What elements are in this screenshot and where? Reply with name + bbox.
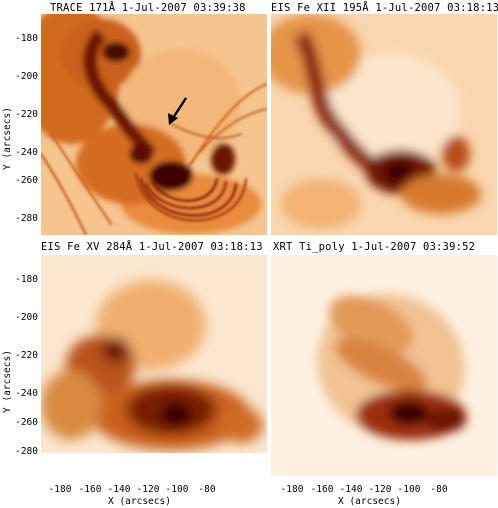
y-tick-label: -200 (15, 312, 38, 323)
y-tick-label: -200 (15, 71, 38, 82)
x-tick-label: -140 (339, 484, 363, 495)
y-tick-label: -260 (15, 175, 38, 186)
panel-title-trace: TRACE 171Å 1-Jul-2007 03:39:38 (50, 2, 246, 14)
x-tick-label: -180 (48, 484, 72, 495)
x-tick-label: -100 (165, 484, 189, 495)
y-tick-label: -240 (15, 147, 38, 158)
x-axis-title-right: X (arcsecs) (338, 496, 401, 507)
y-tick-label: -280 (15, 446, 38, 457)
y-tick-label: -260 (15, 417, 38, 428)
image-panel-eis-195 (271, 14, 497, 235)
y-tick-label: -180 (15, 274, 38, 285)
y-tick-label: -280 (15, 213, 38, 224)
x-tick-label: -120 (136, 484, 160, 495)
arrow-icon (168, 97, 188, 125)
y-tick-label: -180 (15, 33, 38, 44)
panel-title-eis-284: EIS Fe XV 284Å 1-Jul-2007 03:18:13 (41, 241, 263, 253)
y-tick-label: -220 (15, 109, 38, 120)
image-panel-xrt-ti-poly (271, 255, 497, 476)
image-panel-trace-171 (41, 14, 267, 235)
x-tick-label: -80 (198, 484, 216, 495)
x-tick-label: -180 (280, 484, 304, 495)
y-tick-label: -220 (15, 350, 38, 361)
panel-title-eis-195: EIS Fe XII 195Å 1-Jul-2007 03:18:13 (271, 2, 498, 14)
x-tick-label: -140 (107, 484, 131, 495)
panel-title-xrt: XRT Ti_poly 1-Jul-2007 03:39:52 (273, 241, 476, 253)
x-axis-title-left: X (arcsecs) (108, 496, 171, 507)
x-tick-label: -100 (397, 484, 421, 495)
y-tick-label: -240 (15, 388, 38, 399)
x-tick-label: -160 (310, 484, 334, 495)
x-tick-label: -120 (368, 484, 392, 495)
x-tick-label: -160 (78, 484, 102, 495)
image-panel-eis-284 (41, 255, 267, 453)
x-tick-label: -80 (430, 484, 448, 495)
